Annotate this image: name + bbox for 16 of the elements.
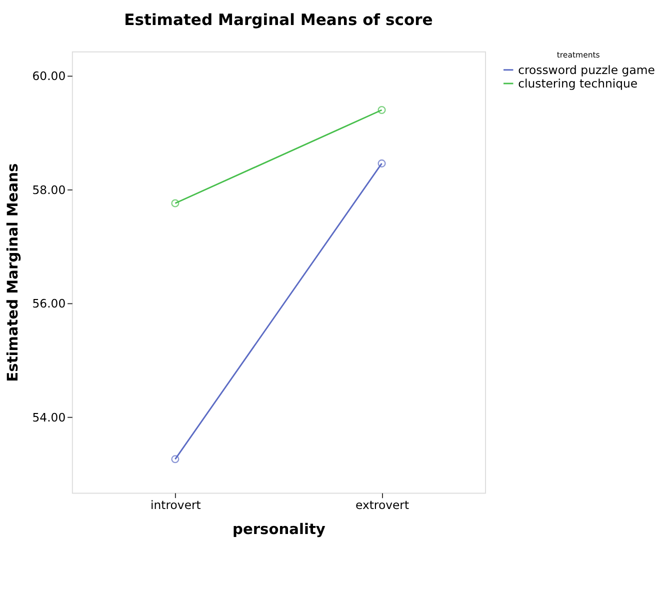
y-tick-label: 56.00 bbox=[32, 296, 66, 311]
y-tick-label: 58.00 bbox=[32, 182, 66, 197]
point bbox=[171, 199, 180, 208]
point bbox=[378, 106, 386, 114]
legend-title: treatments bbox=[556, 50, 600, 60]
chart-title: Estimated Marginal Means of score bbox=[124, 11, 433, 30]
legend-label: crossword puzzle game bbox=[518, 62, 655, 77]
x-tick-label: extrovert bbox=[355, 498, 410, 512]
y-axis-title: Estimated Marginal Means bbox=[4, 163, 22, 382]
y-tick-label: 54.00 bbox=[32, 410, 66, 424]
x-tick-label: introvert bbox=[150, 498, 202, 512]
point bbox=[378, 159, 386, 168]
y-tick-label: 60.00 bbox=[32, 69, 66, 84]
point bbox=[171, 455, 180, 464]
legend-label: clustering technique bbox=[518, 76, 638, 90]
x-axis-title: personality bbox=[232, 521, 326, 538]
